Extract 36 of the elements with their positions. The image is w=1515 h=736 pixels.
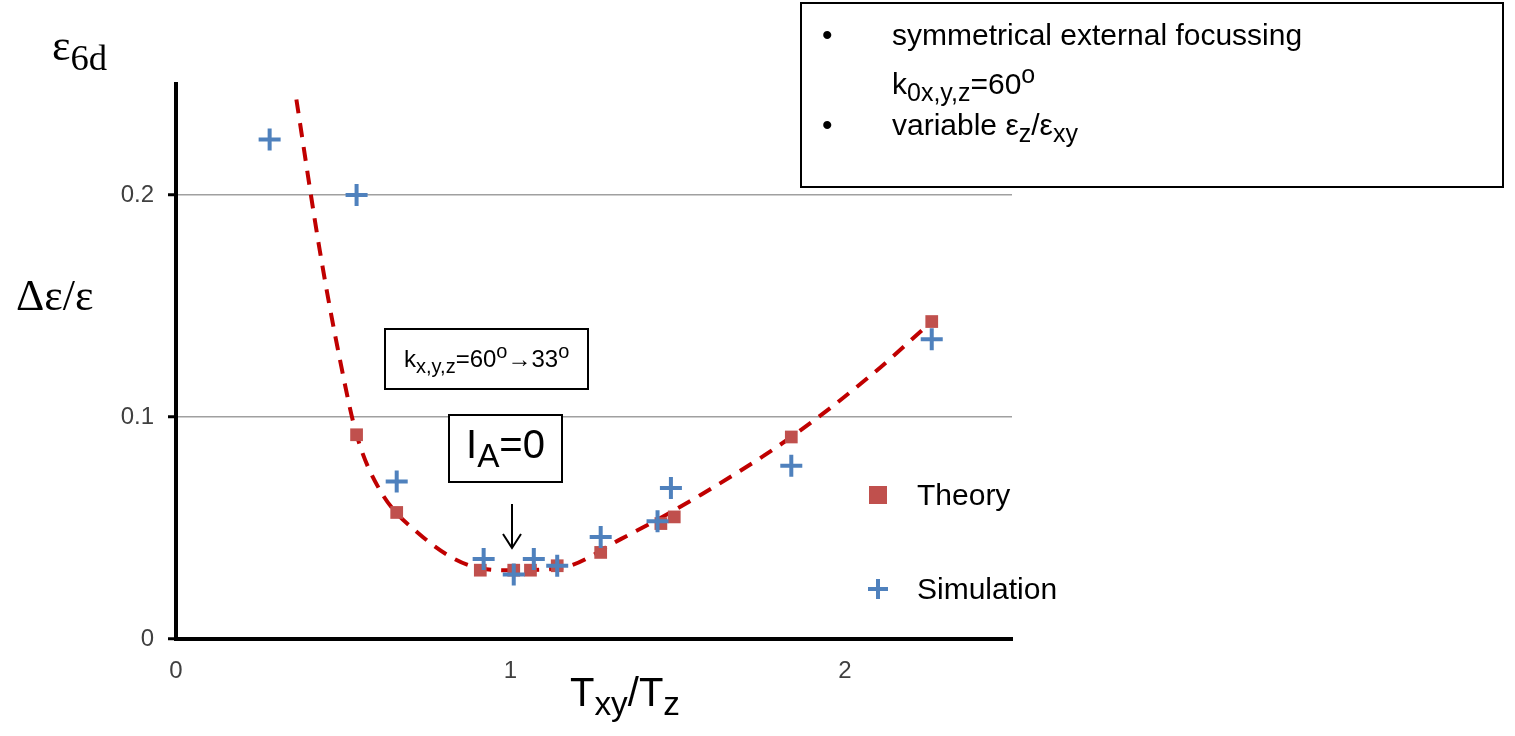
point (667, 510, 681, 524)
point (920, 328, 943, 351)
point (784, 430, 798, 444)
point (502, 563, 525, 586)
point (258, 128, 281, 151)
annotation: k$_{0x,y,z}$=60$^{o}$ (892, 60, 1036, 107)
point (472, 548, 495, 571)
x-tick-label: 1 (503, 656, 518, 684)
text: ε$_{6d}$ (52, 20, 108, 79)
text: symmetrical external focussing (892, 18, 1303, 52)
point (659, 477, 682, 500)
y-tick-label: 0.1 (120, 401, 154, 429)
x-axis-title: T$_{xy}$/T$_{z}$ (570, 670, 680, 723)
legend-label: Theory (917, 478, 1011, 512)
annotation: variable ε$_{z}$/ε$_{xy}$ (892, 108, 1078, 148)
point (925, 315, 939, 328)
point (385, 470, 408, 493)
point (546, 554, 569, 577)
y-tick-label: 0.2 (120, 179, 154, 207)
y-tick-label: 0 (140, 623, 154, 651)
point (780, 454, 803, 477)
annotation: I$_{A}$=0 (448, 414, 563, 483)
text: • (822, 18, 833, 52)
point (646, 510, 669, 533)
annotation: k$_{x,y,z}$=60$^{o}$→33$^{o}$ (384, 328, 590, 390)
legend-label: Simulation (917, 572, 1058, 606)
point (390, 506, 404, 519)
x-tick-label: 0 (169, 656, 183, 684)
point (594, 546, 608, 559)
point (345, 184, 368, 206)
annotation: • (822, 108, 833, 142)
x-tick-label: 2 (838, 656, 852, 684)
point (522, 548, 545, 571)
y-axis-title: Δε/ε (16, 270, 94, 321)
point (589, 525, 612, 548)
point (350, 428, 363, 442)
